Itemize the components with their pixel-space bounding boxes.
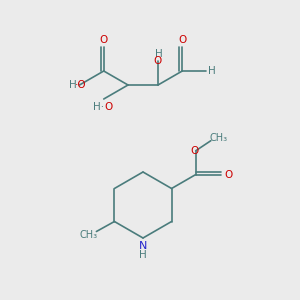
Text: O: O: [178, 35, 186, 45]
Text: H: H: [208, 66, 216, 76]
Text: H: H: [69, 80, 76, 90]
Text: CH₃: CH₃: [210, 133, 228, 143]
Text: O: O: [100, 35, 108, 45]
Text: O: O: [224, 169, 232, 179]
Text: H: H: [155, 49, 163, 59]
Text: O: O: [105, 102, 113, 112]
Text: H: H: [139, 250, 147, 260]
Text: CH₃: CH₃: [80, 230, 98, 239]
Text: O: O: [153, 56, 161, 66]
Text: O: O: [191, 146, 199, 156]
Text: ·O: ·O: [75, 80, 86, 90]
Text: H·: H·: [93, 102, 104, 112]
Text: N: N: [139, 241, 147, 251]
